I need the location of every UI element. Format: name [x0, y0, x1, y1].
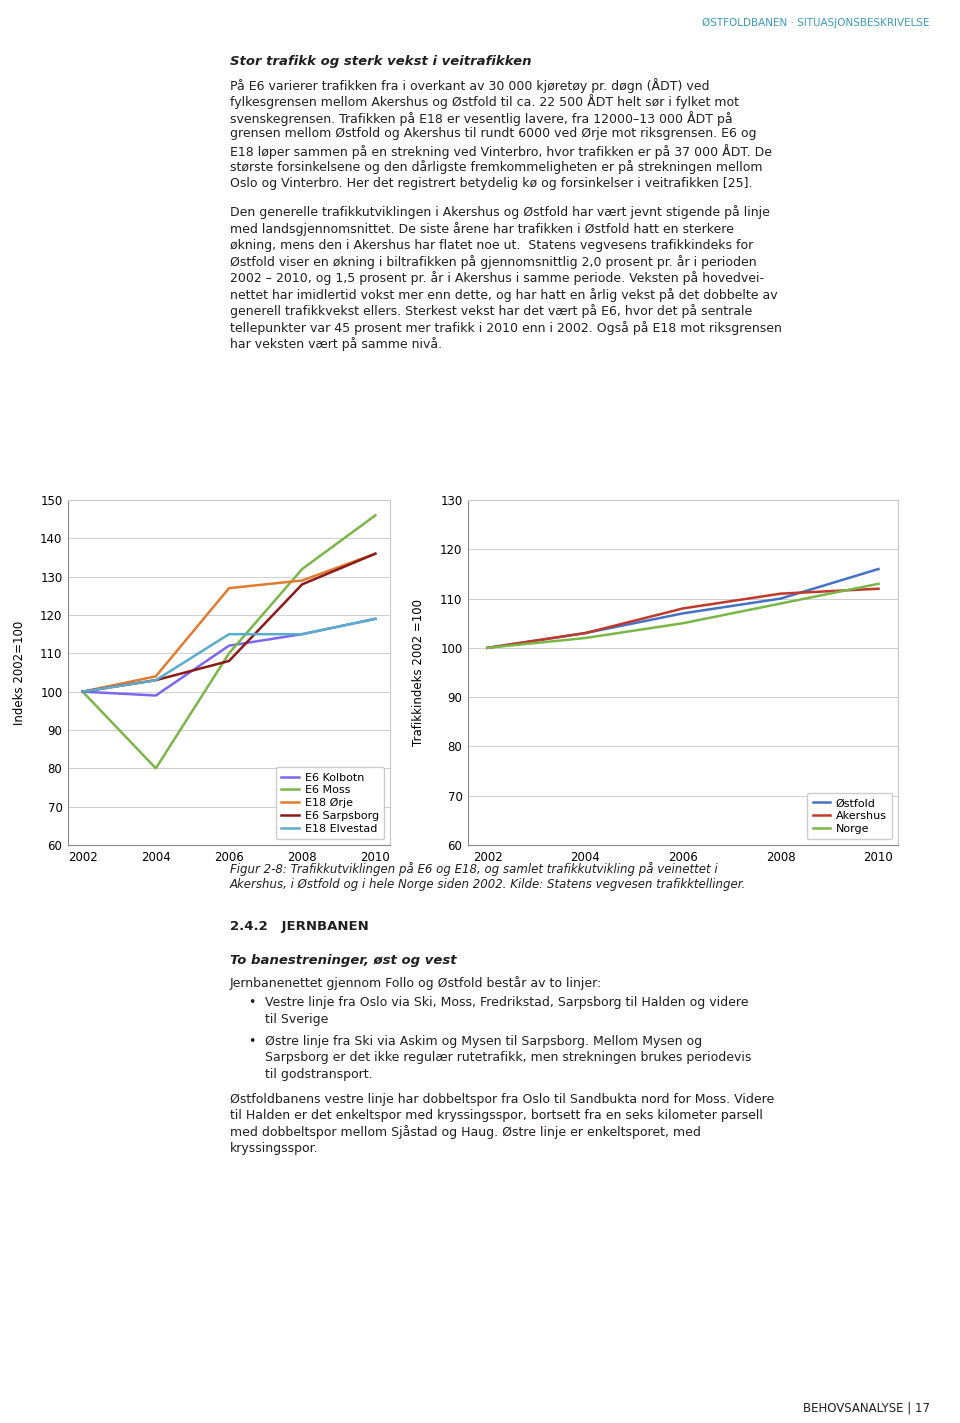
- E6 Sarpsborg: [224, 653, 235, 670]
- Text: Akershus, i Østfold og i hele Norge siden 2002. Kilde: Statens vegvesen trafikkt: Akershus, i Østfold og i hele Norge side…: [230, 878, 746, 891]
- Text: grensen mellom Østfold og Akershus til rundt 6000 ved Ørje mot riksgrensen. E6 o: grensen mellom Østfold og Akershus til r…: [230, 128, 756, 141]
- Line: Akershus: Akershus: [488, 589, 878, 647]
- Text: svenskegrensen. Trafikken på E18 er vesentlig lavere, fra 12000–13 000 ÅDT på: svenskegrensen. Trafikken på E18 er vese…: [230, 111, 732, 127]
- Text: til godstransport.: til godstransport.: [265, 1069, 372, 1081]
- Norge: [580, 629, 591, 646]
- Akershus: [580, 625, 591, 642]
- Line: E6 Kolbotn: E6 Kolbotn: [83, 619, 375, 696]
- E6 Kolbotn: [370, 610, 381, 628]
- Text: til Sverige: til Sverige: [265, 1013, 328, 1026]
- E6 Sarpsborg: [370, 545, 381, 562]
- Legend: Østfold, Akershus, Norge: Østfold, Akershus, Norge: [807, 793, 893, 840]
- Y-axis label: Trafikkindeks 2002 =100: Trafikkindeks 2002 =100: [412, 599, 425, 746]
- Text: •: •: [248, 996, 255, 1009]
- Akershus: [677, 601, 688, 618]
- Text: største forsinkelsene og den dårligste fremkommeligheten er på strekningen mello: største forsinkelsene og den dårligste f…: [230, 161, 762, 175]
- Text: Figur 2-8: Trafikkutviklingen på E6 og E18, og samlet trafikkutvikling på veinet: Figur 2-8: Trafikkutviklingen på E6 og E…: [230, 862, 718, 877]
- Text: Østfoldbanens vestre linje har dobbeltspor fra Oslo til Sandbukta nord for Moss.: Østfoldbanens vestre linje har dobbeltsp…: [230, 1093, 775, 1106]
- Akershus: [482, 639, 493, 656]
- Text: Sarpsborg er det ikke regulær rutetrafikk, men strekningen brukes periodevis: Sarpsborg er det ikke regulær rutetrafik…: [265, 1052, 752, 1064]
- Text: ØSTFOLDBANEN · SITUASJONSBESKRIVELSE: ØSTFOLDBANEN · SITUASJONSBESKRIVELSE: [703, 18, 930, 28]
- E6 Kolbotn: [297, 626, 308, 643]
- Text: Jernbanenettet gjennom Follo og Østfold består av to linjer:: Jernbanenettet gjennom Follo og Østfold …: [230, 976, 602, 990]
- Text: To banestreninger, øst og vest: To banestreninger, øst og vest: [230, 953, 457, 968]
- Line: E6 Moss: E6 Moss: [83, 515, 375, 768]
- Legend: E6 Kolbotn, E6 Moss, E18 Ørje, E6 Sarpsborg, E18 Elvestad: E6 Kolbotn, E6 Moss, E18 Ørje, E6 Sarpsb…: [276, 767, 384, 840]
- Østfold: [873, 561, 884, 578]
- Akershus: [775, 585, 786, 602]
- E18 Elvestad: [224, 626, 235, 643]
- Text: med dobbeltspor mellom Sjåstad og Haug. Østre linje er enkeltsporet, med: med dobbeltspor mellom Sjåstad og Haug. …: [230, 1126, 701, 1140]
- Text: kryssingsspor.: kryssingsspor.: [230, 1143, 319, 1155]
- Text: til Halden er det enkeltspor med kryssingsspor, bortsett fra en seks kilometer p: til Halden er det enkeltspor med kryssin…: [230, 1109, 763, 1121]
- Text: •: •: [248, 1035, 255, 1047]
- E6 Moss: [224, 645, 235, 662]
- E18 Elvestad: [370, 610, 381, 628]
- E18 Elvestad: [77, 683, 88, 700]
- E18 Ørje: [77, 683, 88, 700]
- Line: E18 Ørje: E18 Ørje: [83, 554, 375, 692]
- Text: BEHOVSANALYSE | 17: BEHOVSANALYSE | 17: [803, 1402, 930, 1414]
- Text: har veksten vært på samme nivå.: har veksten vært på samme nivå.: [230, 337, 443, 351]
- Text: generell trafikkvekst ellers. Sterkest vekst har det vært på E6, hvor det på sen: generell trafikkvekst ellers. Sterkest v…: [230, 305, 753, 319]
- E6 Sarpsborg: [297, 576, 308, 593]
- Text: E18 løper sammen på en strekning ved Vinterbro, hvor trafikken er på 37 000 ÅDT.: E18 løper sammen på en strekning ved Vin…: [230, 144, 772, 159]
- E18 Ørje: [297, 572, 308, 589]
- Norge: [482, 639, 493, 656]
- E18 Elvestad: [150, 672, 161, 689]
- Line: Norge: Norge: [488, 583, 878, 647]
- Text: med landsgjennomsnittet. De siste årene har trafikken i Østfold hatt en sterkere: med landsgjennomsnittet. De siste årene …: [230, 222, 733, 236]
- Norge: [677, 615, 688, 632]
- Østfold: [482, 639, 493, 656]
- Text: Oslo og Vinterbro. Her det registrert betydelig kø og forsinkelser i veitrafikke: Oslo og Vinterbro. Her det registrert be…: [230, 176, 753, 191]
- Østfold: [677, 605, 688, 622]
- E6 Kolbotn: [224, 638, 235, 655]
- E6 Sarpsborg: [150, 672, 161, 689]
- Text: På E6 varierer trafikken fra i overkant av 30 000 kjøretøy pr. døgn (ÅDT) ved: På E6 varierer trafikken fra i overkant …: [230, 78, 709, 92]
- Text: Den generelle trafikkutviklingen i Akershus og Østfold har vært jevnt stigende p: Den generelle trafikkutviklingen i Akers…: [230, 205, 770, 219]
- E18 Ørje: [224, 579, 235, 596]
- E18 Elvestad: [297, 626, 308, 643]
- Text: Vestre linje fra Oslo via Ski, Moss, Fredrikstad, Sarpsborg til Halden og videre: Vestre linje fra Oslo via Ski, Moss, Fre…: [265, 996, 749, 1009]
- Text: nettet har imidlertid vokst mer enn dette, og har hatt en årlig vekst på det dob: nettet har imidlertid vokst mer enn dett…: [230, 287, 778, 302]
- Y-axis label: Indeks 2002=100: Indeks 2002=100: [13, 620, 26, 724]
- E6 Moss: [150, 760, 161, 777]
- Line: Østfold: Østfold: [488, 569, 878, 647]
- Østfold: [775, 591, 786, 608]
- E6 Kolbotn: [150, 687, 161, 704]
- Østfold: [580, 625, 591, 642]
- Text: fylkesgrensen mellom Akershus og Østfold til ca. 22 500 ÅDT helt sør i fylket mo: fylkesgrensen mellom Akershus og Østfold…: [230, 94, 739, 110]
- Line: E18 Elvestad: E18 Elvestad: [83, 619, 375, 692]
- E18 Ørje: [150, 667, 161, 684]
- Text: Østre linje fra Ski via Askim og Mysen til Sarpsborg. Mellom Mysen og: Østre linje fra Ski via Askim og Mysen t…: [265, 1035, 702, 1047]
- Norge: [873, 575, 884, 592]
- E6 Moss: [297, 561, 308, 578]
- Text: økning, mens den i Akershus har flatet noe ut.  Statens vegvesens trafikkindeks : økning, mens den i Akershus har flatet n…: [230, 239, 754, 252]
- Text: Stor trafikk og sterk vekst i veitrafikken: Stor trafikk og sterk vekst i veitrafikk…: [230, 55, 532, 68]
- E18 Ørje: [370, 545, 381, 562]
- Akershus: [873, 581, 884, 598]
- E6 Moss: [77, 683, 88, 700]
- Line: E6 Sarpsborg: E6 Sarpsborg: [83, 554, 375, 692]
- E6 Kolbotn: [77, 683, 88, 700]
- Text: tellepunkter var 45 prosent mer trafikk i 2010 enn i 2002. Også på E18 mot riksg: tellepunkter var 45 prosent mer trafikk …: [230, 322, 781, 334]
- Text: 2.4.2   JERNBANEN: 2.4.2 JERNBANEN: [230, 921, 369, 933]
- E6 Sarpsborg: [77, 683, 88, 700]
- E6 Moss: [370, 507, 381, 524]
- Text: Østfold viser en økning i biltrafikken på gjennomsnittlig 2,0 prosent pr. år i p: Østfold viser en økning i biltrafikken p…: [230, 255, 756, 269]
- Text: 2002 – 2010, og 1,5 prosent pr. år i Akershus i samme periode. Veksten på hovedv: 2002 – 2010, og 1,5 prosent pr. år i Ake…: [230, 272, 764, 286]
- Norge: [775, 595, 786, 612]
